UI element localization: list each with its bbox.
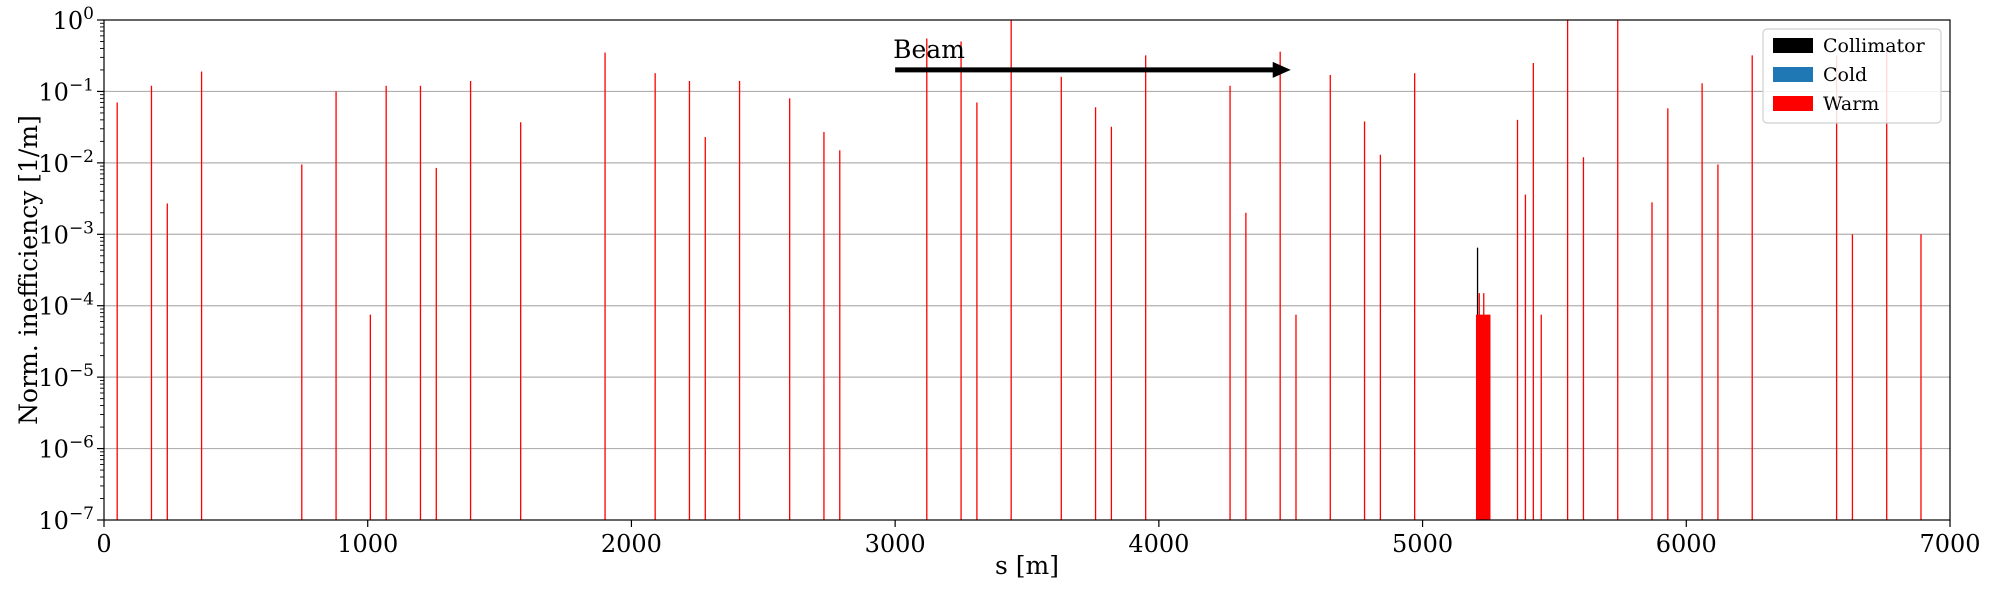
x-tick-label: 6000	[1656, 530, 1717, 558]
beam-annotation: Beam	[893, 35, 1291, 78]
bar-warm	[976, 102, 978, 521]
bar-warm	[1524, 194, 1527, 521]
bar-warm	[839, 150, 841, 521]
bar-warm	[1617, 20, 1619, 520]
bar-warm	[704, 137, 706, 520]
bar-warm	[1582, 157, 1585, 520]
y-axis-title: Norm. inefficiency [1/m]	[14, 115, 43, 425]
x-tick-label: 1000	[337, 530, 398, 558]
legend: Collimator Cold Warm	[1762, 28, 1942, 124]
bar-warm	[1566, 20, 1569, 520]
bar-warm	[1279, 51, 1281, 520]
bar-warm	[369, 314, 372, 520]
bar-warm	[1010, 20, 1012, 520]
legend-swatch	[1773, 67, 1813, 82]
bar-warm	[1363, 121, 1366, 520]
legend-label: Cold	[1823, 64, 1867, 86]
bar-warm	[469, 80, 472, 521]
bar-warm	[1295, 314, 1297, 520]
bar-warm	[1717, 164, 1719, 521]
bar-warm	[1229, 85, 1231, 520]
bar-warm	[738, 80, 741, 521]
bar-warm	[1145, 55, 1147, 520]
bar-warm	[1751, 55, 1753, 520]
bar-warm	[823, 132, 825, 520]
bar-warm	[435, 167, 437, 520]
bar-warm	[654, 73, 656, 520]
legend-swatch	[1773, 96, 1813, 111]
bar-warm	[1886, 50, 1888, 520]
bar-warm	[116, 102, 118, 521]
bar-warm	[1835, 55, 1838, 520]
bar-warm	[1651, 202, 1653, 520]
x-axis: 0 1000 2000 3000 4000 5000 6000 7000	[96, 520, 1981, 558]
bar-warm	[688, 80, 691, 521]
bar-warm	[604, 52, 606, 521]
x-tick-label: 3000	[865, 530, 926, 558]
bar-warm	[1540, 314, 1542, 520]
bar-warm	[926, 38, 928, 520]
bar-warm	[1701, 83, 1703, 520]
legend-label: Collimator	[1823, 35, 1926, 57]
y-tick-label: 10−1	[38, 75, 94, 106]
bar-warm	[200, 71, 203, 520]
bar-warm	[789, 98, 791, 521]
beam-label: Beam	[893, 35, 965, 64]
y-tick-label: 10−6	[38, 433, 94, 464]
bar-warm	[150, 85, 153, 520]
bar-warm	[520, 122, 522, 521]
gridlines	[104, 90, 1950, 450]
bars	[116, 20, 1922, 521]
bar-warm	[1110, 126, 1113, 521]
bar-warm	[419, 85, 422, 520]
x-tick-label: 7000	[1919, 530, 1980, 558]
bar-warm	[960, 41, 962, 521]
y-tick-label: 10−7	[38, 504, 94, 535]
y-tick-label: 10−5	[38, 361, 94, 392]
bar-warm	[1516, 119, 1519, 521]
y-tick-label: 100	[53, 4, 94, 35]
beam-arrow-head	[1272, 61, 1291, 78]
bar-warm	[1245, 212, 1247, 520]
bar-warm	[1667, 108, 1669, 520]
legend-label: Warm	[1823, 93, 1879, 115]
bar-warm	[166, 203, 168, 521]
y-axis: 10−7 10−6 10−5 10−4 10−3 10−2 10−1 100	[38, 4, 104, 535]
x-axis-title: s [m]	[995, 551, 1059, 580]
bar-warm	[385, 85, 387, 520]
bar-warm	[1094, 107, 1097, 521]
y-tick-label: 10−2	[38, 147, 94, 178]
bar-warm	[1475, 314, 1491, 520]
plot-frame	[103, 19, 1951, 521]
x-tick-label: 0	[96, 530, 111, 558]
x-tick-label: 5000	[1392, 530, 1453, 558]
bar-warm	[1851, 234, 1854, 521]
y-tick-label: 10−3	[38, 218, 94, 249]
bar-warm	[1329, 74, 1331, 521]
y-tick-label: 10−4	[38, 290, 94, 321]
x-tick-label: 2000	[601, 530, 662, 558]
bar-warm	[1920, 234, 1922, 521]
x-tick-label: 4000	[1128, 530, 1189, 558]
bar-warm	[1379, 154, 1382, 521]
legend-swatch	[1773, 38, 1813, 53]
bar-warm	[335, 91, 337, 520]
bar-warm	[1060, 76, 1062, 520]
bar-warm	[1532, 63, 1534, 521]
bar-warm	[301, 164, 303, 521]
bar-warm	[1414, 73, 1416, 520]
